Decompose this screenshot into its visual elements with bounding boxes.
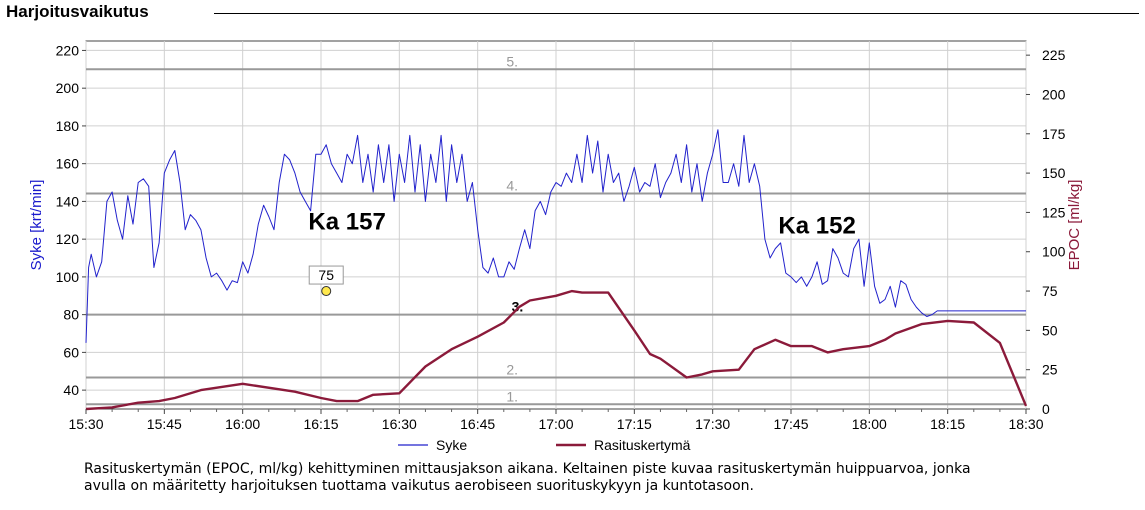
y-left-tick-label: 220 — [56, 42, 80, 58]
average-hr-label: Ka 152 — [778, 212, 855, 239]
x-tick-label: 18:30 — [1008, 416, 1043, 432]
x-tick-label: 16:45 — [460, 416, 495, 432]
peak-marker — [321, 286, 332, 297]
legend-label-rasituskertyma: Rasituskertymä — [594, 437, 691, 453]
rasituskertyma-line — [85, 289, 1028, 411]
chart-caption: Rasituskertymän (EPOC, ml/kg) kehittymin… — [84, 461, 1084, 495]
y-right-tick-label: 125 — [1042, 204, 1066, 220]
y-left-tick-label: 160 — [56, 156, 80, 172]
x-tick-label: 16:00 — [225, 416, 260, 432]
x-tick-label: 17:00 — [538, 416, 573, 432]
y-left-axis-title: Syke [krt/min] — [28, 180, 45, 271]
training-effect-level-label: 5. — [506, 53, 518, 69]
y-left-tick-label: 80 — [63, 307, 79, 323]
series-group — [85, 129, 1028, 411]
y-right-tick-label: 25 — [1042, 362, 1058, 378]
x-tick-label: 18:15 — [930, 416, 965, 432]
y-left-tick-label: 180 — [56, 118, 80, 134]
x-tick-label: 16:15 — [303, 416, 338, 432]
y-left-tick-label: 100 — [56, 269, 80, 285]
x-tick-label: 17:45 — [773, 416, 808, 432]
syke-line — [85, 129, 1026, 343]
x-tick-label: 15:45 — [147, 416, 182, 432]
y-left-tick-label: 60 — [63, 344, 79, 360]
x-tick-label: 17:30 — [695, 416, 730, 432]
average-hr-label: Ka 157 — [308, 209, 385, 236]
y-right-tick-label: 100 — [1042, 244, 1066, 260]
peak-label: 75 — [318, 267, 334, 283]
y-right-tick-label: 200 — [1042, 86, 1066, 102]
y-right-tick-label: 150 — [1042, 165, 1066, 181]
y-left-tick-label: 200 — [56, 80, 80, 96]
training-effect-level-label: 1. — [506, 388, 518, 404]
axes: 15:30 15:45 16:00 16:15 16:30 16:45 17:00 17:15… — [28, 42, 1083, 432]
training-effect-chart: 1. 2. 3. 4. 5. 15:30 15:45 16:00 16:15 16:30 16:4… — [28, 40, 1083, 453]
y-left-tick-label: 140 — [56, 193, 80, 209]
x-tick-label: 15:30 — [68, 416, 103, 432]
y-right-axis-title: EPOC [ml/kg] — [1066, 180, 1083, 271]
y-left-tick-label: 40 — [63, 382, 79, 398]
title-rule — [214, 13, 1139, 14]
y-right-tick-label: 50 — [1042, 322, 1058, 338]
training-effect-level-label: 3. — [512, 299, 524, 315]
peak-label-box — [308, 265, 344, 285]
y-right-tick-label: 225 — [1042, 47, 1066, 63]
training-effect-levels: 1. 2. 3. 4. 5. — [86, 53, 1026, 406]
y-right-tick-label: 75 — [1042, 283, 1058, 299]
section-title: Harjoitusvaikutus — [6, 2, 149, 21]
legend: Syke Rasituskertymä — [398, 437, 691, 453]
legend-label-syke: Syke — [436, 437, 467, 453]
y-left-tick-label: 120 — [56, 231, 80, 247]
y-right-tick-label: 0 — [1042, 401, 1050, 417]
x-tick-label: 16:30 — [382, 416, 417, 432]
plot-grid — [85, 40, 1027, 410]
caption-line-2: avulla on määritetty harjoituksen tuotta… — [84, 478, 754, 494]
annotations: Ka 157 Ka 152 75 — [308, 209, 856, 297]
y-right-tick-label: 175 — [1042, 126, 1066, 142]
x-tick-label: 17:15 — [617, 416, 652, 432]
training-effect-level-label: 4. — [506, 178, 518, 194]
caption-line-1: Rasituskertymän (EPOC, ml/kg) kehittymin… — [84, 461, 971, 477]
training-effect-level-label: 2. — [506, 362, 518, 378]
x-tick-label: 18:00 — [852, 416, 887, 432]
